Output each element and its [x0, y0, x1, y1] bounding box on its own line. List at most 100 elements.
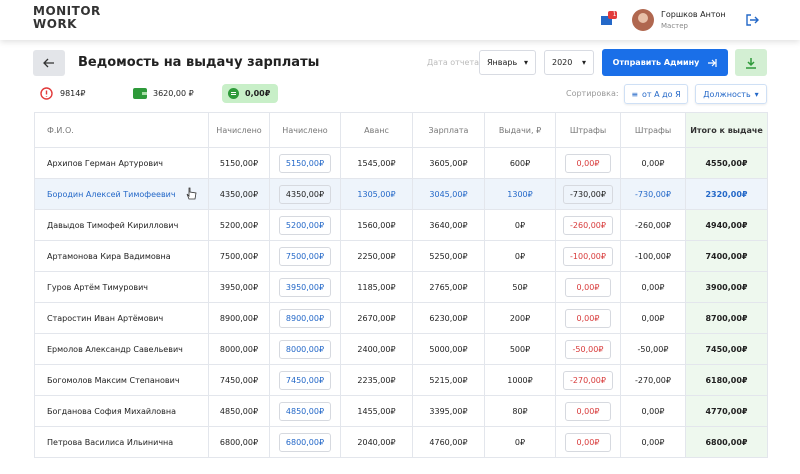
accrued-input[interactable]: 4350,00₽ — [278, 184, 332, 204]
accrued-input[interactable]: 4850,00₽ — [278, 401, 332, 421]
accrued-input[interactable]: 8000,00₽ — [278, 339, 332, 359]
table-cell: 0,00₽ — [555, 302, 621, 334]
accrued-input[interactable]: 3950,00₽ — [278, 277, 332, 297]
table-row[interactable]: Богданова София Михайловна 4850,00₽ 4850,0… — [34, 395, 768, 427]
column-header: Зарплата — [412, 112, 485, 148]
table-row[interactable]: Артамонова Кира Вадимовна 7500,00₽ 7500,00… — [34, 240, 768, 272]
fine-input[interactable]: 0,00₽ — [565, 308, 611, 328]
accrued-input[interactable]: 5150,00₽ — [278, 153, 332, 173]
table-cell: Богданова София Михайловна — [34, 395, 209, 427]
table-cell: 4350,00₽ — [269, 178, 341, 210]
employee-name: Архипов Герман Артурович — [47, 158, 164, 168]
table-cell: 6180,00₽ — [685, 364, 768, 396]
fine-input[interactable]: -730,00₽ — [563, 184, 613, 204]
year-select[interactable]: 2020 ▾ — [544, 50, 594, 75]
table-cell: -50,00₽ — [620, 333, 686, 365]
table-cell: 3950,00₽ — [269, 271, 341, 303]
table-cell: 4350,00₽ — [208, 178, 270, 210]
fine-input[interactable]: -270,00₽ — [563, 370, 613, 390]
cell-value: 1300₽ — [507, 189, 533, 199]
cell-value: -100,00₽ — [635, 251, 671, 261]
accrued-input[interactable]: 5200,00₽ — [278, 215, 332, 235]
accrued-input[interactable]: 7450,00₽ — [278, 370, 332, 390]
fine-input[interactable]: 0,00₽ — [565, 401, 611, 421]
table-cell: 8000,00₽ — [269, 333, 341, 365]
accrued-input[interactable]: 6800,00₽ — [278, 432, 332, 452]
cell-value: 1455,00₽ — [357, 406, 396, 416]
avatar[interactable] — [631, 8, 655, 32]
download-button[interactable] — [735, 49, 767, 76]
employee-name: Давыдов Тимофей Кириллович — [47, 220, 179, 230]
table-row[interactable]: Архипов Герман Артурович 5150,00₽ 5150,00₽… — [34, 147, 768, 179]
fine-input[interactable]: -50,00₽ — [565, 339, 611, 359]
table-cell: 2765,00₽ — [412, 271, 485, 303]
table-cell: 50₽ — [484, 271, 556, 303]
cell-value: 0,00₽ — [641, 282, 665, 292]
table-cell: 7500,00₽ — [208, 240, 270, 272]
sort-label: Сортировка: — [566, 89, 619, 98]
user-name: Горшков Антон — [661, 10, 726, 19]
table-row[interactable]: Гуров Артём Тимурович 3950,00₽ 3950,00₽ 118… — [34, 271, 768, 303]
cell-value: 6180,00₽ — [705, 375, 748, 385]
cell-value: 5000,00₽ — [429, 344, 468, 354]
table-cell: -50,00₽ — [555, 333, 621, 365]
cell-value: 600₽ — [509, 158, 531, 168]
sort-option: Должность — [703, 89, 751, 99]
cell-value: 5150,00₽ — [219, 158, 259, 168]
table-cell: 0,00₽ — [555, 271, 621, 303]
cell-value: 0₽ — [514, 251, 526, 261]
table-cell: 3605,00₽ — [412, 147, 485, 179]
cell-value: 1305,00₽ — [357, 189, 396, 199]
cursor — [186, 187, 197, 200]
employee-name: Петрова Василиса Ильинична — [47, 437, 174, 447]
cell-value: 7450,00₽ — [705, 344, 748, 354]
table-cell: 1455,00₽ — [340, 395, 413, 427]
month-select[interactable]: Январь ▾ — [479, 50, 536, 75]
back-button[interactable] — [33, 50, 65, 76]
sort-button[interactable]: Должность ▾ — [695, 84, 767, 104]
employee-name: Бородин Алексей Тимофеевич — [47, 189, 176, 199]
table-cell: 2250,00₽ — [340, 240, 413, 272]
table-cell: 0,00₽ — [620, 147, 686, 179]
employee-name: Богданова София Михайловна — [47, 406, 176, 416]
table-cell: 5150,00₽ — [269, 147, 341, 179]
fine-input[interactable]: 0,00₽ — [565, 153, 611, 173]
table-row[interactable]: Богомолов Максим Степанович 7450,00₽ 7450,… — [34, 364, 768, 396]
send-label: Отправить Админу — [612, 58, 700, 67]
table-row[interactable]: Давыдов Тимофей Кириллович 5200,00₽ 5200,0… — [34, 209, 768, 241]
table-cell: Архипов Герман Артурович — [34, 147, 209, 179]
fine-input[interactable]: -260,00₽ — [563, 215, 613, 235]
header: MONITOR WORK 1 Горшков Антон Мастер — [0, 0, 800, 40]
page-title: Ведомость на выдачу зарплаты — [78, 55, 320, 70]
table-cell: Давыдов Тимофей Кириллович — [34, 209, 209, 241]
table-row[interactable]: Старостин Иван Артёмович 8900,00₽ 8900,00₽… — [34, 302, 768, 334]
table-row[interactable]: Петрова Василиса Ильинична 6800,00₽ 6800,0… — [34, 426, 768, 458]
send-icon — [708, 58, 717, 67]
table-cell: 600₽ — [484, 147, 556, 179]
sort-button[interactable]: ≡ от А до Я — [624, 84, 688, 104]
wallet-icon — [133, 88, 147, 99]
column-header: Выдачи, ₽ — [484, 112, 556, 148]
accrued-input[interactable]: 7500,00₽ — [278, 246, 332, 266]
fine-input[interactable]: 0,00₽ — [565, 432, 611, 452]
fine-input[interactable]: -100,00₽ — [563, 246, 613, 266]
table-cell: Богомолов Максим Степанович — [34, 364, 209, 396]
cell-value: 3395,00₽ — [429, 406, 468, 416]
table-cell: Ермолов Александр Савельевич — [34, 333, 209, 365]
logo[interactable]: MONITOR WORK — [33, 5, 101, 31]
table-row[interactable]: Бородин Алексей Тимофеевич 4350,00₽ 4350,0… — [34, 178, 768, 210]
table-cell: 7450,00₽ — [685, 333, 768, 365]
column-header: Штрафы — [555, 112, 621, 148]
table-cell: 4760,00₽ — [412, 426, 485, 458]
table-row[interactable]: Ермолов Александр Савельевич 8000,00₽ 8000… — [34, 333, 768, 365]
accrued-input[interactable]: 8900,00₽ — [278, 308, 332, 328]
month-value: Январь — [487, 58, 518, 67]
logout[interactable] — [745, 13, 759, 27]
notifications[interactable] — [598, 10, 620, 30]
column-header: Ф.И.О. — [34, 112, 209, 148]
send-button[interactable]: Отправить Админу — [602, 49, 728, 76]
fine-input[interactable]: 0,00₽ — [565, 277, 611, 297]
table-cell: 0,00₽ — [620, 302, 686, 334]
cell-value: 3900,00₽ — [705, 282, 748, 292]
alert-icon — [40, 87, 53, 100]
